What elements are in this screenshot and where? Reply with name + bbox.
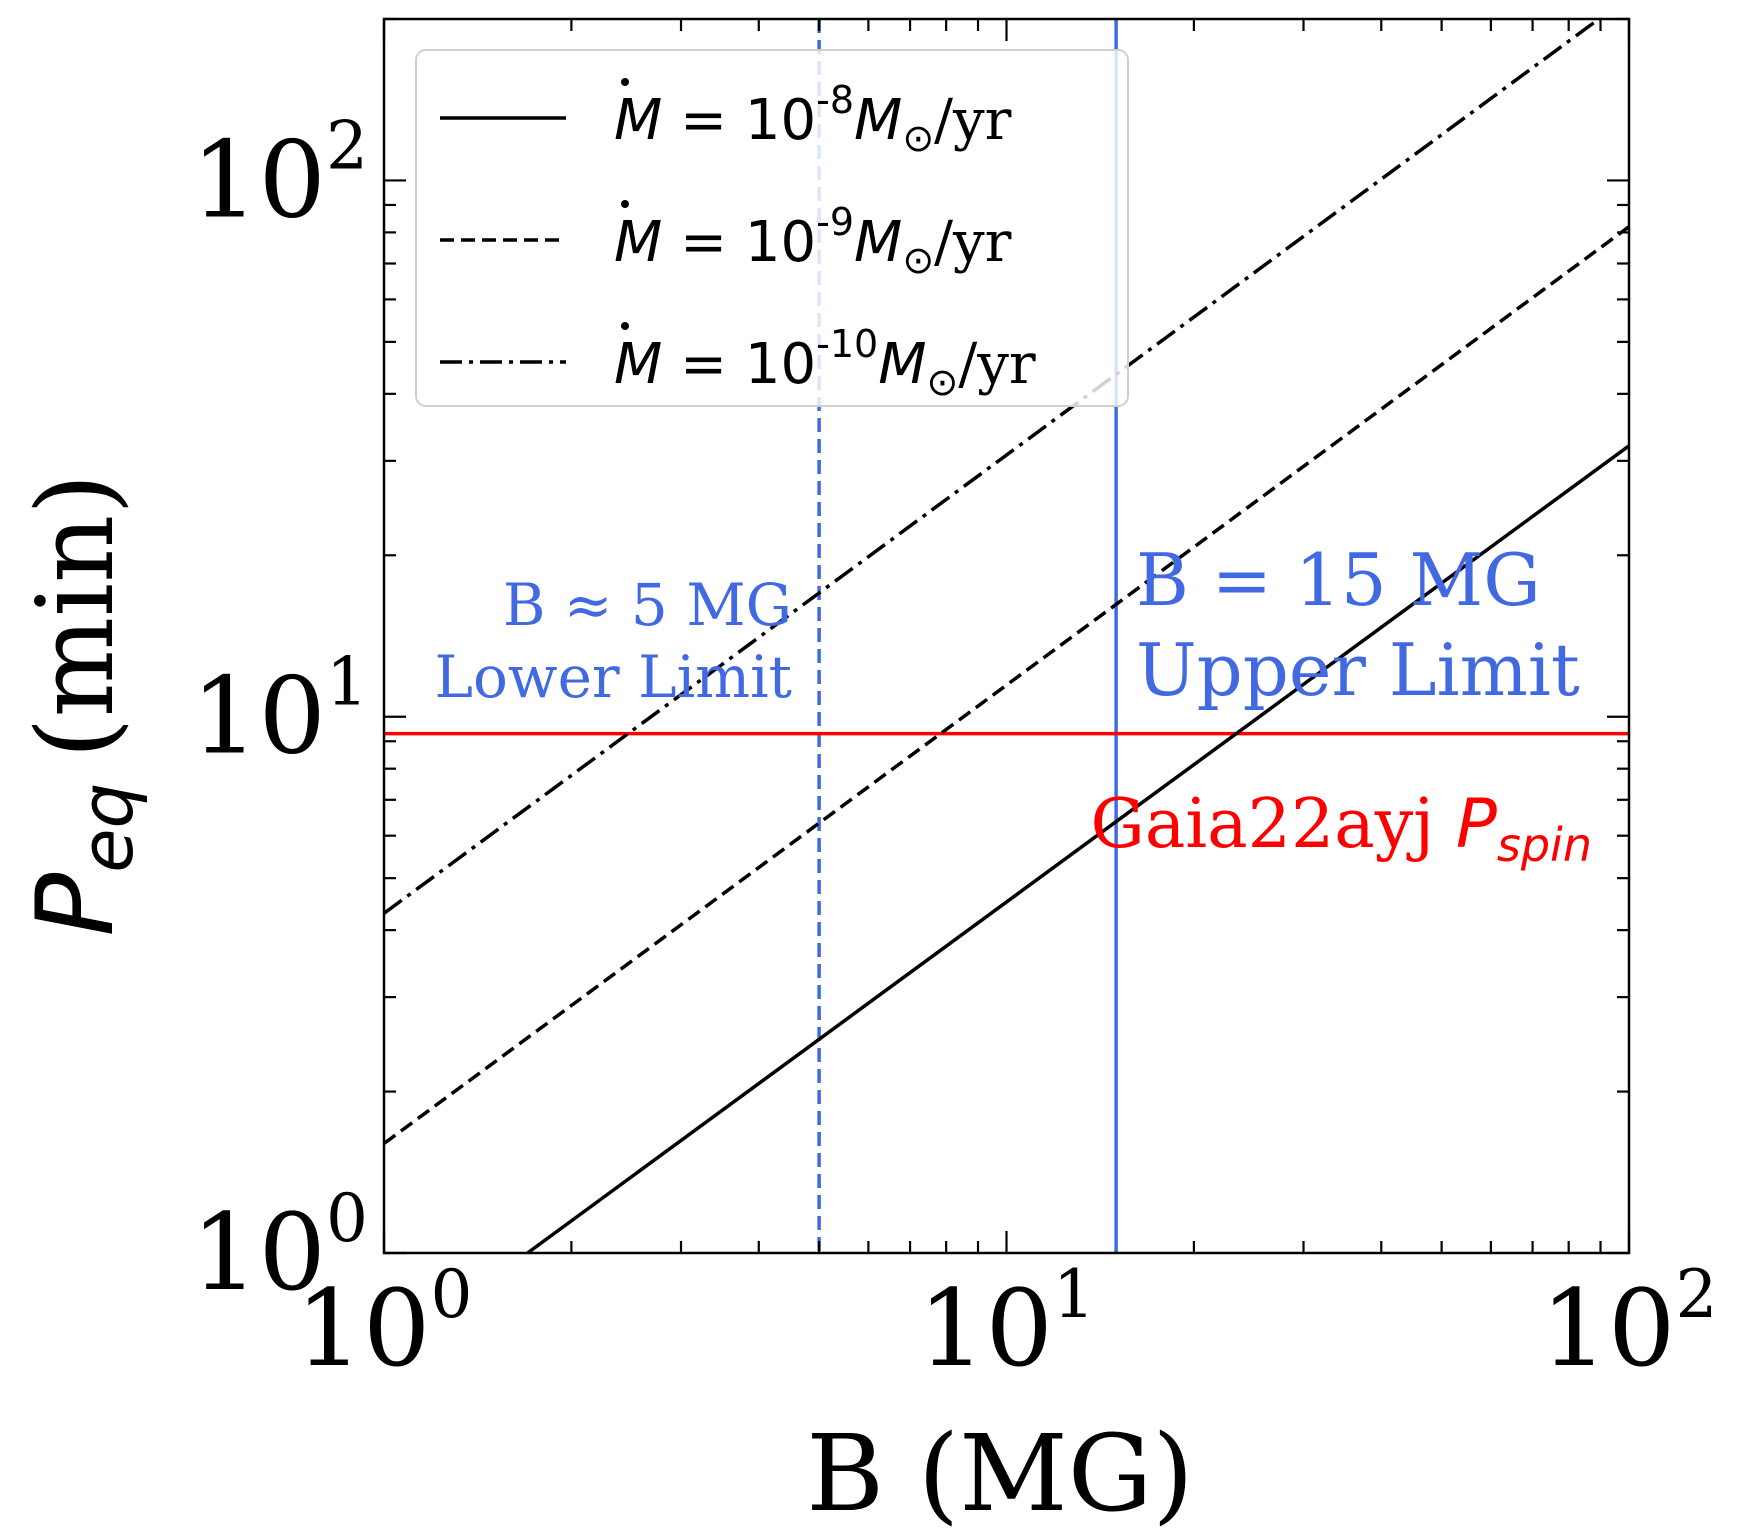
series-line-0 — [526, 444, 1629, 1253]
spin-period-label: Gaia22ayj Pspin — [1091, 785, 1592, 872]
legend-mdot — [621, 200, 629, 208]
y-tick-label: 101 — [191, 644, 368, 778]
lower-limit-label-line1: B ≈ 5 MG — [503, 571, 792, 639]
legend-mdot — [621, 322, 629, 330]
y-tick-label: 100 — [191, 1180, 368, 1314]
y-axis-label-subscript: eq — [65, 783, 149, 873]
svg-text:Peq(min): Peq (min) — [14, 473, 149, 936]
x-tick-label: 100 — [296, 1256, 473, 1390]
upper-limit-label-line1: B = 15 MG — [1136, 538, 1541, 622]
legend-label: M = 10-9M⊙/yr — [614, 200, 1012, 282]
legend-mdot — [621, 78, 629, 86]
series-line-1 — [384, 225, 1629, 1145]
x-axis-label: B (MG) — [806, 1412, 1194, 1531]
spin-period-label-subscript: spin — [1497, 818, 1592, 872]
x-tick-label: 101 — [918, 1256, 1095, 1390]
y-axis-label-unit: (min) — [14, 473, 137, 758]
legend-label: M = 10-10M⊙/yr — [614, 322, 1036, 404]
spin-period-label-name: Gaia22ayj — [1091, 785, 1435, 864]
y-tick-label: 102 — [191, 107, 368, 241]
tick-labels: 100 101 102 100 101 102 — [191, 107, 1717, 1390]
axes-frame — [382, 17, 1631, 1255]
lower-limit-label-line2: Lower Limit — [435, 643, 793, 711]
legend-box — [415, 49, 1129, 407]
y-axis-label-symbol: P — [14, 873, 137, 937]
upper-limit-label-line2: Upper Limit — [1136, 628, 1580, 712]
y-axis-label: Peq (min) — [14, 473, 149, 936]
spin-period-label-symbol: P — [1456, 785, 1497, 864]
legend: M = 10-8M⊙/yr M = 10-9M⊙/yr M = 10-10M⊙/yr — [415, 49, 1129, 407]
x-tick-label: 102 — [1541, 1256, 1718, 1390]
legend-label: M = 10-8M⊙/yr — [614, 78, 1012, 160]
plot-area — [384, 19, 1629, 1253]
series-line-2 — [384, 19, 1602, 915]
